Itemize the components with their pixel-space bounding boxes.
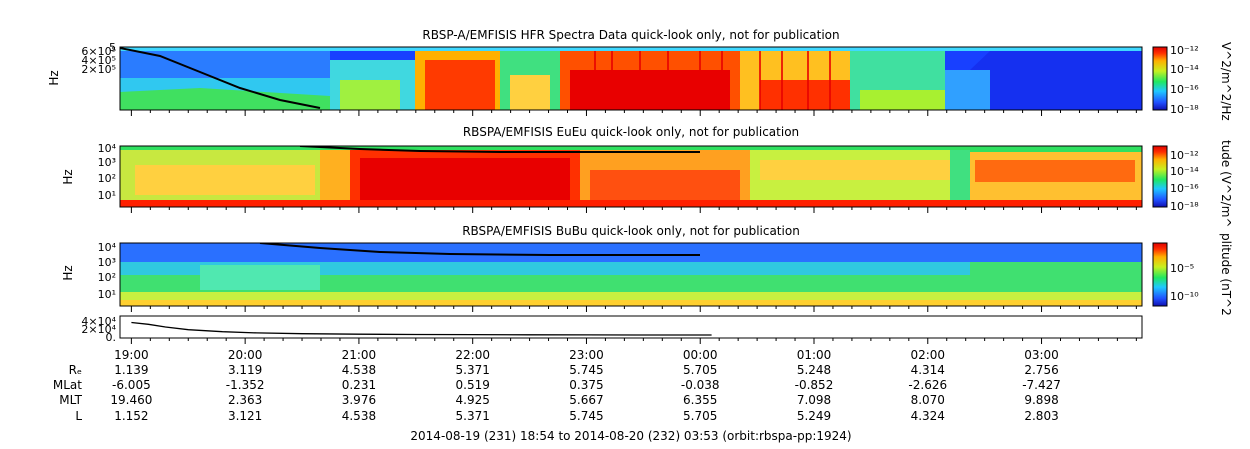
panel2-cbtick: 10⁻¹⁶ bbox=[1170, 182, 1199, 195]
ephemeris-value: 2.363 bbox=[228, 393, 262, 407]
time-label: 20:00 bbox=[228, 348, 263, 362]
ephemeris-value: -7.427 bbox=[1022, 378, 1061, 392]
panel2-ytick: 10¹ bbox=[98, 189, 116, 202]
ephemeris-value: 5.248 bbox=[797, 363, 831, 377]
time-label: 19:00 bbox=[114, 348, 149, 362]
ephemeris-value: 0.519 bbox=[456, 378, 490, 392]
panel2-cbtick: 10⁻¹⁸ bbox=[1170, 200, 1199, 213]
panel3-colorbar-label: plitude (nT^2 bbox=[1219, 233, 1233, 316]
footer-time-range: 2014-08-19 (231) 18:54 to 2014-08-20 (23… bbox=[410, 429, 851, 443]
ephemeris-value: 5.745 bbox=[569, 363, 603, 377]
ephemeris-value: 2.756 bbox=[1024, 363, 1058, 377]
ephemeris-value: 9.898 bbox=[1024, 393, 1058, 407]
ephemeris-value: 5.705 bbox=[683, 363, 717, 377]
panel1-spectrogram bbox=[120, 47, 1142, 110]
panel3-title: RBSPA/EMFISIS BuBu quick-look only, not … bbox=[462, 224, 800, 238]
time-labels: 19:00 20:00 21:00 22:00 23:00 00:00 01:00 02:00… bbox=[114, 348, 1059, 362]
ephemeris-value: 0.231 bbox=[342, 378, 376, 392]
ephemeris-value: -2.626 bbox=[908, 378, 947, 392]
ephemeris-value: 4.538 bbox=[342, 363, 376, 377]
panel3-ytick: 10¹ bbox=[98, 288, 116, 301]
panel3-ytick: 10⁴ bbox=[98, 241, 117, 254]
panel1-ylabel: Hz bbox=[47, 70, 61, 85]
time-ticks bbox=[130, 110, 1137, 344]
ephemeris-value: -0.038 bbox=[681, 378, 720, 392]
ephemeris-value: 3.119 bbox=[228, 363, 262, 377]
panel1-colorbar-label: V^2/m^2/Hz bbox=[1219, 42, 1233, 121]
panel2-ytick: 10⁴ bbox=[98, 142, 117, 155]
panel1-cbtick: 10⁻¹⁶ bbox=[1170, 83, 1199, 96]
ephemeris-value: -6.005 bbox=[112, 378, 151, 392]
time-label: 23:00 bbox=[569, 348, 604, 362]
ephemeris-value: 5.667 bbox=[569, 393, 603, 407]
time-label: 03:00 bbox=[1024, 348, 1059, 362]
ephemeris-value: 5.705 bbox=[683, 409, 717, 423]
ephemeris-value: 3.976 bbox=[342, 393, 376, 407]
ephemeris-value: 5.371 bbox=[456, 409, 490, 423]
time-label: 00:00 bbox=[683, 348, 718, 362]
ephem-label-mlt: MLT bbox=[59, 393, 82, 407]
panel3-ytick: 10² bbox=[98, 271, 116, 284]
panel4-line bbox=[131, 321, 712, 336]
ephemeris-value: -0.852 bbox=[795, 378, 834, 392]
ephem-label-l: L bbox=[75, 409, 82, 423]
ephemeris-value: 5.371 bbox=[456, 363, 490, 377]
panel3-ytick: 10³ bbox=[98, 256, 116, 269]
ephemeris-value: 5.745 bbox=[569, 409, 603, 423]
panel2-ytick: 10³ bbox=[98, 156, 116, 169]
ephem-label-mlat: MLat bbox=[53, 378, 82, 392]
panel4-ytick: 2×10⁴ bbox=[81, 323, 116, 336]
panel3-cbtick: 10⁻⁵ bbox=[1170, 262, 1194, 275]
panel4-frame bbox=[119, 315, 1143, 339]
panel3-colorbar bbox=[1152, 242, 1168, 307]
ephemeris-value: 4.314 bbox=[911, 363, 945, 377]
ephemeris-value: 2.803 bbox=[1024, 409, 1058, 423]
ephemeris-value: -1.352 bbox=[226, 378, 265, 392]
panel1-colorbar bbox=[1152, 46, 1168, 111]
time-label: 21:00 bbox=[342, 348, 377, 362]
panel3-ylabel: Hz bbox=[61, 265, 75, 280]
ephemeris-value: 7.098 bbox=[797, 393, 831, 407]
panel1-cbtick: 10⁻¹² bbox=[1170, 44, 1199, 57]
panel2-ytick: 10² bbox=[98, 172, 116, 185]
panel2-title: RBSPA/EMFISIS EuEu quick-look only, not … bbox=[463, 125, 799, 139]
panel4-ytick: 0. bbox=[106, 331, 117, 344]
panel1-cbtick: 10⁻¹⁴ bbox=[1170, 63, 1199, 76]
panel3-spectrogram bbox=[120, 243, 1142, 306]
panel1-ytop: 5 bbox=[109, 41, 116, 54]
panel2-spectrogram bbox=[120, 146, 1142, 207]
panel2-cbtick: 10⁻¹⁴ bbox=[1170, 165, 1199, 178]
time-label: 02:00 bbox=[910, 348, 945, 362]
ephemeris-value: 1.139 bbox=[114, 363, 148, 377]
panel1-ytick: 2×10⁵ bbox=[81, 63, 116, 76]
ephemeris-value: 1.152 bbox=[114, 409, 148, 423]
ephemeris-value: 3.121 bbox=[228, 409, 262, 423]
ephemeris-value: 6.355 bbox=[683, 393, 717, 407]
ephemeris-value: 5.249 bbox=[797, 409, 831, 423]
ephemeris-value: 8.070 bbox=[911, 393, 945, 407]
panel3-cbtick: 10⁻¹⁰ bbox=[1170, 290, 1199, 303]
ephem-label-re: Rₑ bbox=[69, 363, 82, 377]
ephemeris-value: 0.375 bbox=[569, 378, 603, 392]
ephemeris-value: 4.538 bbox=[342, 409, 376, 423]
panel4-ytick: 4×10⁴ bbox=[81, 315, 116, 328]
time-label: 22:00 bbox=[455, 348, 490, 362]
ephemeris-value: 4.324 bbox=[911, 409, 945, 423]
panel1-cbtick: 10⁻¹⁸ bbox=[1170, 103, 1199, 116]
panel2-colorbar-label: tude (V^2/m^ bbox=[1219, 140, 1233, 228]
time-label: 01:00 bbox=[797, 348, 832, 362]
panel2-cbtick: 10⁻¹² bbox=[1170, 149, 1199, 162]
panel2-colorbar bbox=[1152, 145, 1168, 208]
panel1-title: RBSP-A/EMFISIS HFR Spectra Data quick-lo… bbox=[422, 28, 839, 42]
panel2-ylabel: Hz bbox=[61, 169, 75, 184]
ephemeris-value: 19.460 bbox=[110, 393, 152, 407]
ephemeris-value: 4.925 bbox=[456, 393, 490, 407]
panel1-ytick: 6×10⁵ bbox=[81, 45, 116, 58]
panel1-ytick: 4×10⁵ bbox=[81, 54, 116, 67]
